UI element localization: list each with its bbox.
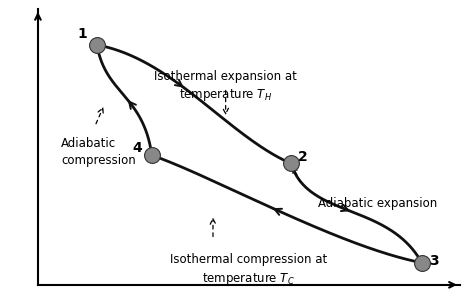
Text: 1: 1 <box>77 27 87 41</box>
Text: 2: 2 <box>298 150 308 164</box>
Point <box>287 161 295 166</box>
Text: Adiabatic expansion: Adiabatic expansion <box>319 197 438 210</box>
Point <box>148 153 155 158</box>
Text: Adiabatic
compression: Adiabatic compression <box>61 138 136 168</box>
Text: Isothermal expansion at
temperature $T_H$: Isothermal expansion at temperature $T_H… <box>154 70 297 103</box>
Point <box>418 260 426 265</box>
Text: 3: 3 <box>429 255 438 268</box>
Text: 4: 4 <box>132 141 142 155</box>
Point <box>93 42 101 47</box>
Text: Isothermal compression at
temperature $T_C$: Isothermal compression at temperature $T… <box>170 253 328 287</box>
